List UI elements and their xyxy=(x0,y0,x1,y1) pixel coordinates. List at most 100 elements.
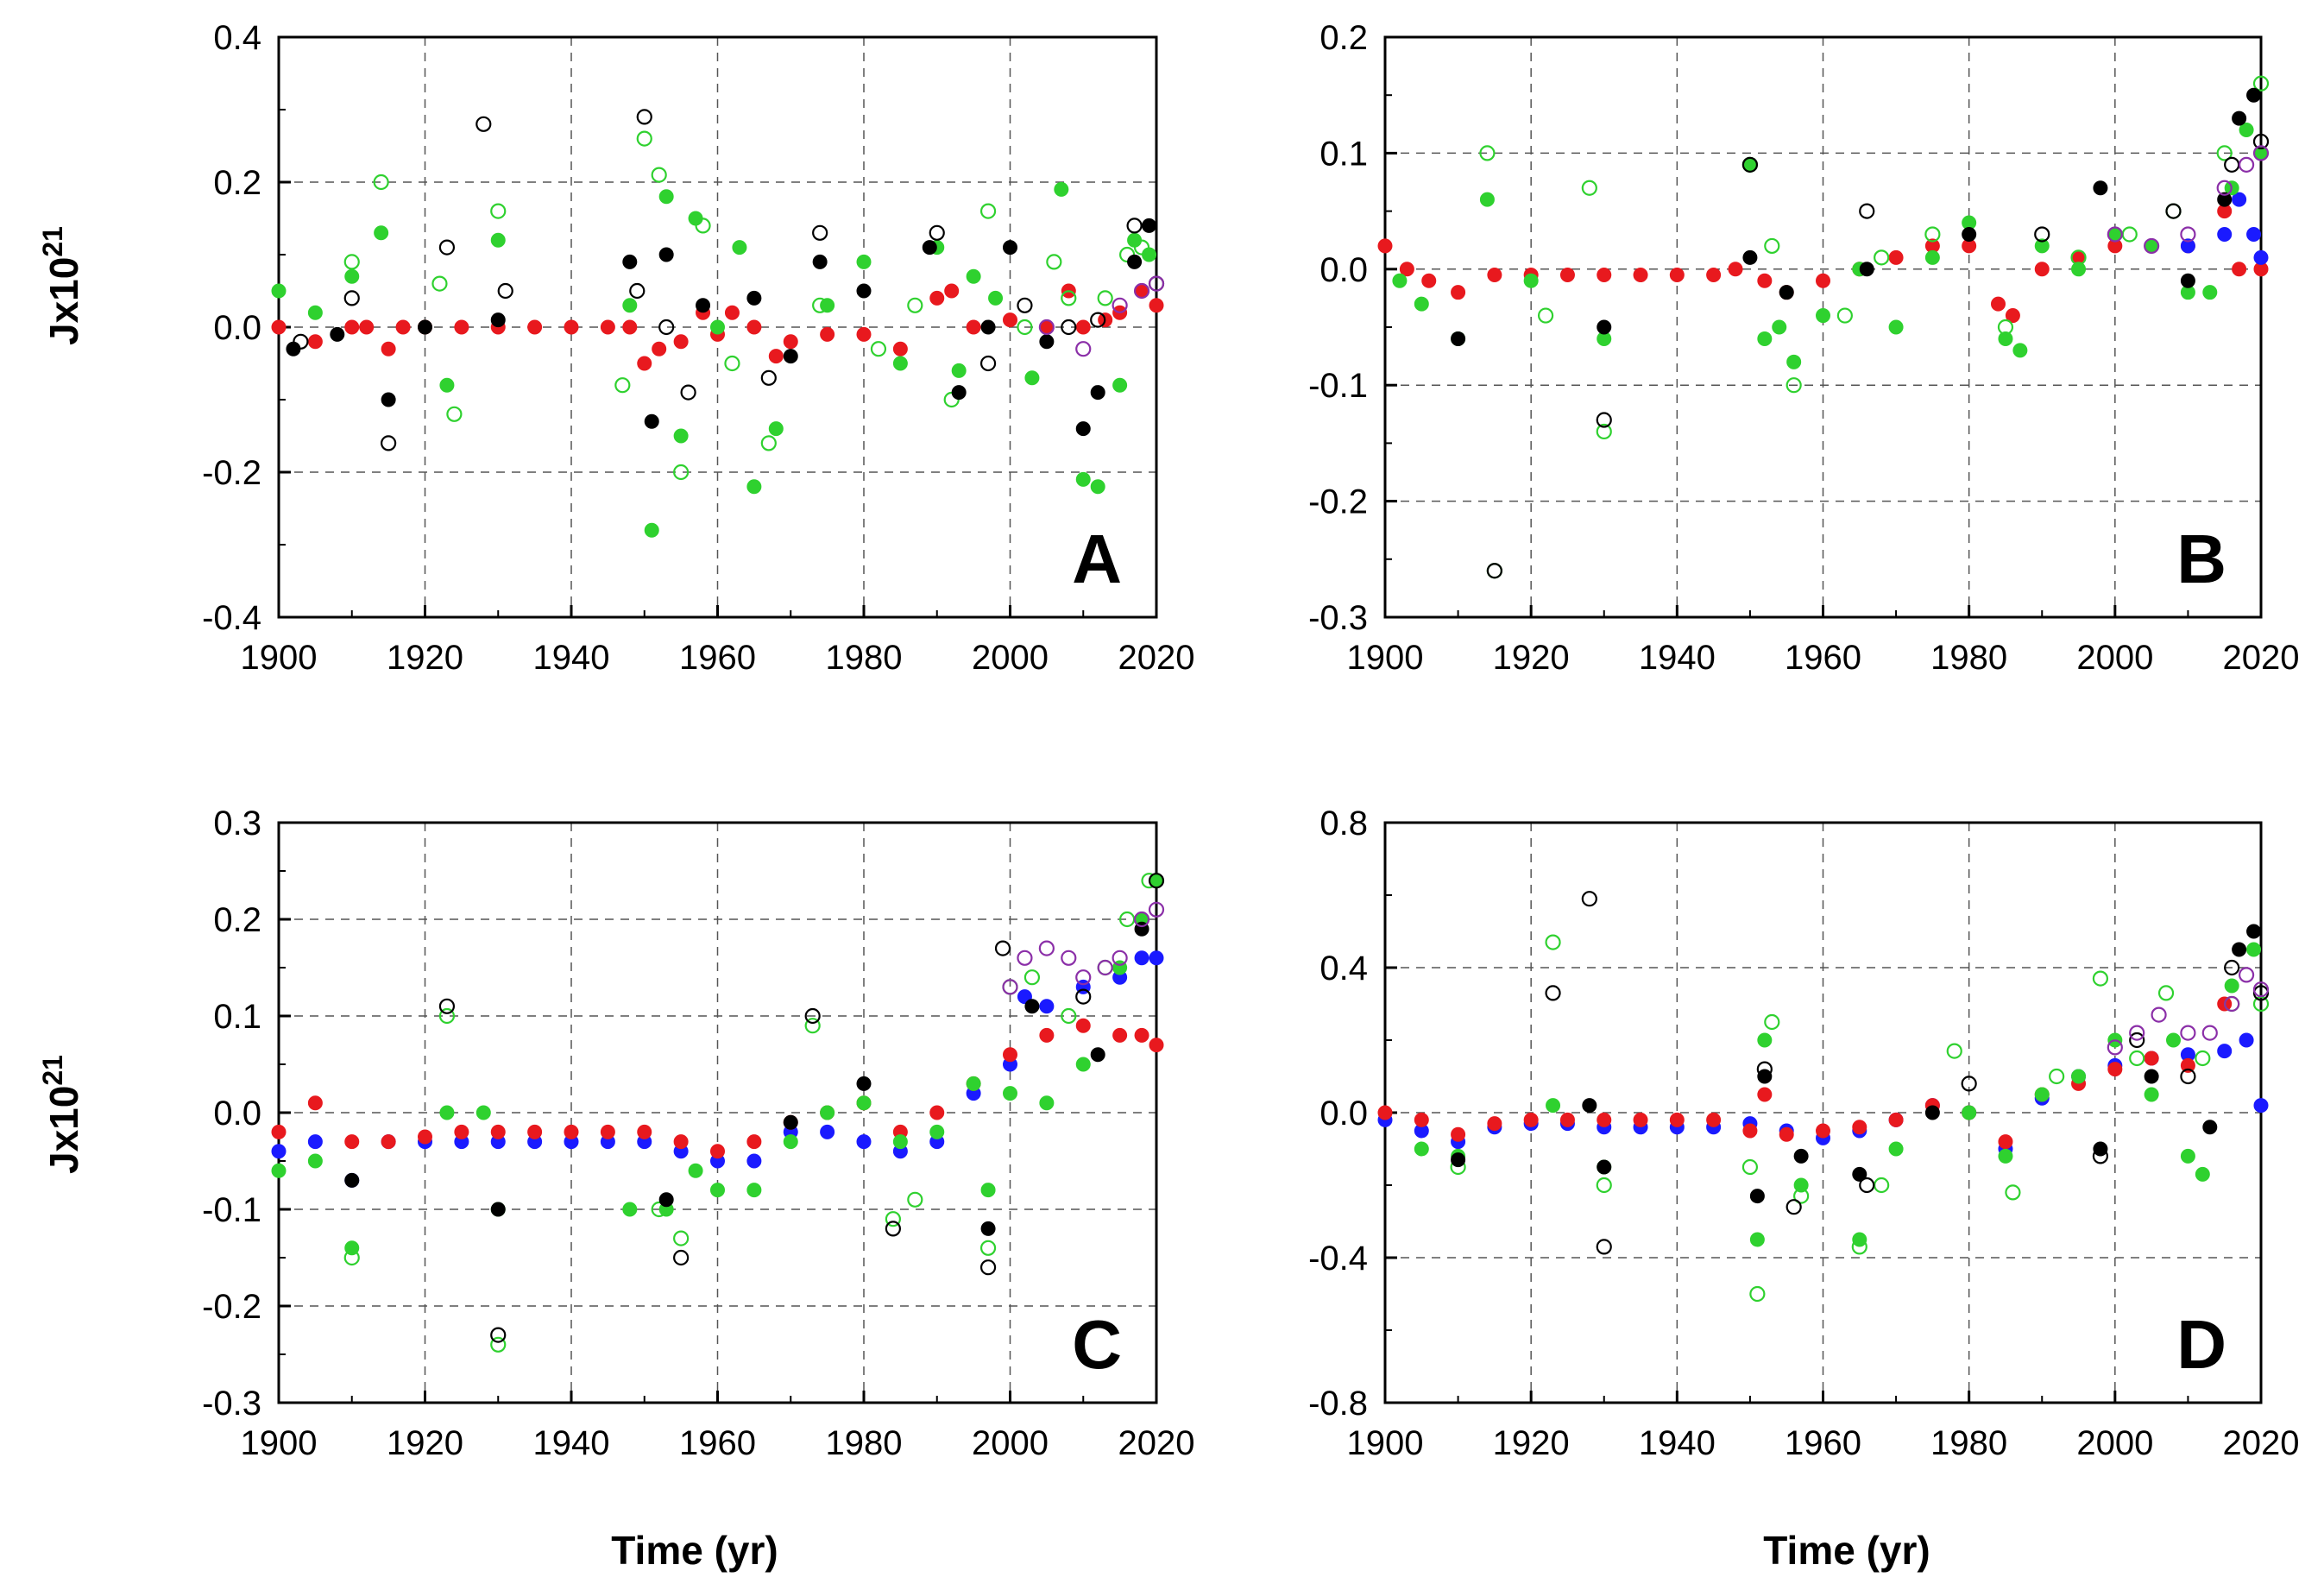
data-point-black-filled xyxy=(490,1202,506,1217)
data-point-red-filled xyxy=(1757,273,1773,288)
data-point-black-filled xyxy=(1749,1189,1765,1204)
data-point-green-open xyxy=(907,297,923,313)
data-point-blue-filled xyxy=(2239,1032,2254,1048)
data-point-red-filled xyxy=(307,1095,323,1111)
data-point-black-filled xyxy=(1962,226,1977,242)
data-point-black-filled xyxy=(381,392,396,407)
data-point-red-filled xyxy=(381,341,396,356)
data-point-green-open xyxy=(1479,145,1496,161)
data-point-red-filled xyxy=(2144,1051,2159,1066)
data-point-red-filled xyxy=(1633,1112,1648,1127)
data-point-black-filled xyxy=(922,240,937,256)
data-point-blue-filled xyxy=(1134,950,1149,966)
data-point-red-filled xyxy=(820,326,835,342)
x-tick-label: 1920 xyxy=(387,1424,463,1462)
data-point-green-open xyxy=(2129,1050,2145,1067)
data-point-green-open xyxy=(1017,319,1033,336)
data-point-black-filled xyxy=(644,413,659,429)
data-point-green-open xyxy=(1545,934,1561,950)
data-point-green-open xyxy=(1764,237,1780,255)
data-point-red-filled xyxy=(637,1124,652,1139)
data-point-black-open xyxy=(2224,156,2240,173)
y-tick-label: 0.2 xyxy=(213,164,261,202)
data-point-green-open xyxy=(343,1249,360,1266)
x-tick-label: 1920 xyxy=(1493,639,1570,677)
x-tick-label: 1940 xyxy=(533,1424,610,1462)
data-point-blue-filled xyxy=(746,1153,762,1169)
data-point-green-filled xyxy=(2202,285,2218,300)
panel-a: 1900 1920 1940 1960 1980 2000 2020 -0.4 -0.2 0.0 0… xyxy=(202,19,1194,677)
x-tick-label: 1900 xyxy=(241,639,318,677)
data-point-green-open xyxy=(490,1336,507,1353)
data-point-green-open xyxy=(431,275,448,292)
data-point-black-open xyxy=(343,290,360,306)
data-point-red-filled xyxy=(1816,1123,1830,1139)
data-point-green-filled xyxy=(746,479,762,495)
data-point-green-filled xyxy=(307,305,323,320)
data-point-black-filled xyxy=(980,319,996,335)
x-tick-label: 1940 xyxy=(533,639,610,677)
data-point-black-open xyxy=(812,224,828,241)
data-point-green-open xyxy=(1537,307,1554,324)
data-point-red-filled xyxy=(490,1124,506,1139)
data-point-green-filled xyxy=(1090,479,1105,495)
data-point-black-filled xyxy=(2180,273,2195,288)
data-point-green-filled xyxy=(1523,273,1539,288)
data-point-purple-open xyxy=(2252,981,2270,998)
data-point-red-filled xyxy=(929,1105,945,1120)
data-point-green-filled xyxy=(856,254,872,269)
y-tick-label: 0.0 xyxy=(213,1095,261,1133)
data-point-red-filled xyxy=(395,319,411,335)
data-point-green-filled xyxy=(929,1124,945,1139)
data-point-green-open xyxy=(651,167,667,183)
y-tick-label: -0.3 xyxy=(1308,599,1368,637)
data-point-black-open xyxy=(1545,985,1561,1001)
data-point-black-open xyxy=(2252,133,2270,150)
x-axis-title-right: Time (yr) xyxy=(1763,1528,1930,1573)
data-point-green-open xyxy=(1946,1043,1962,1059)
y-tick-label: -0.1 xyxy=(202,1191,261,1229)
data-point-black-filled xyxy=(1039,334,1055,350)
data-point-black-open xyxy=(629,282,646,300)
data-point-green-filled xyxy=(1757,331,1773,346)
data-point-green-filled xyxy=(710,1183,725,1198)
data-point-black-filled xyxy=(1779,285,1794,300)
data-point-green-open xyxy=(2252,75,2270,91)
data-point-blue-filled xyxy=(856,1134,872,1150)
data-point-black-filled xyxy=(330,326,345,342)
data-point-green-open xyxy=(885,1211,902,1227)
data-point-red-filled xyxy=(1669,268,1685,283)
data-point-purple-open xyxy=(1133,282,1150,300)
data-point-green-open xyxy=(2157,985,2175,1001)
data-point-black-filled xyxy=(1090,1047,1105,1063)
data-point-black-open xyxy=(885,1221,902,1237)
x-tick-label: 2000 xyxy=(972,1424,1049,1462)
data-point-black-open xyxy=(1596,1239,1612,1255)
data-point-red-filled xyxy=(944,283,960,299)
data-point-green-filled xyxy=(271,1163,287,1178)
data-point-black-open xyxy=(979,355,997,372)
data-point-red-filled xyxy=(359,319,375,335)
data-point-black-filled xyxy=(1127,254,1143,269)
data-point-black-filled xyxy=(1142,218,1157,233)
data-point-green-filled xyxy=(892,1134,908,1150)
data-point-green-open xyxy=(490,203,507,219)
data-point-black-open xyxy=(979,1259,997,1276)
data-point-black-open xyxy=(2224,959,2240,976)
data-point-blue-filled xyxy=(307,1134,323,1150)
data-point-green-filled xyxy=(2071,262,2087,277)
data-point-purple-open xyxy=(2144,237,2160,255)
data-point-red-filled xyxy=(307,334,323,350)
data-point-red-filled xyxy=(527,1124,543,1139)
data-point-blue-filled xyxy=(2180,238,2195,254)
data-point-black-open xyxy=(1786,1199,1802,1215)
data-point-purple-open xyxy=(2201,1025,2218,1041)
y-tick-label: -0.8 xyxy=(1308,1385,1368,1423)
data-point-purple-open xyxy=(1148,275,1165,292)
data-point-red-filled xyxy=(2232,262,2247,277)
data-point-black-open xyxy=(1596,412,1612,428)
data-point-green-open xyxy=(1023,969,1041,986)
y-tick-label: -0.2 xyxy=(1308,483,1368,521)
data-point-green-open xyxy=(673,1230,690,1246)
data-point-green-filled xyxy=(1414,1141,1429,1157)
